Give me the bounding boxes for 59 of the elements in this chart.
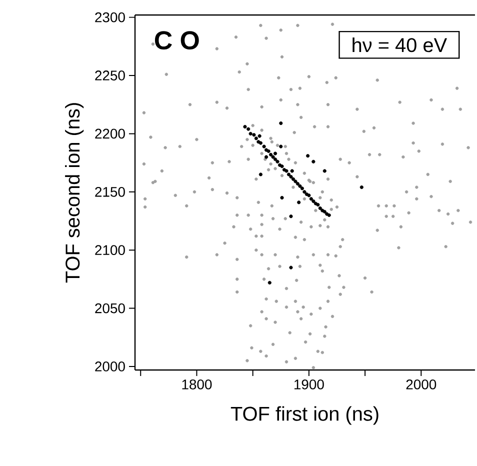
y-tick-label: 2000 <box>95 362 125 372</box>
x-tick-label: 2000 <box>406 379 436 390</box>
x-tick-label: 1800 <box>182 379 212 390</box>
point <box>258 172 262 176</box>
point <box>360 185 364 190</box>
point <box>271 155 275 159</box>
x-tick-label: 1900 <box>294 379 324 390</box>
point <box>252 133 256 137</box>
point <box>262 144 266 148</box>
point <box>312 199 316 204</box>
point <box>297 200 301 204</box>
point <box>279 121 283 126</box>
annotation: C O <box>154 31 199 50</box>
point <box>258 141 262 145</box>
point <box>294 180 298 184</box>
y-tick-label: 2250 <box>95 70 125 80</box>
point <box>289 214 293 218</box>
point <box>273 152 278 156</box>
point <box>248 132 252 136</box>
x-axis-title: TOF first ion (ns) <box>230 406 378 425</box>
y-tick-label: 2300 <box>95 12 125 22</box>
point <box>309 197 313 201</box>
y-axis-title: TOF second ion (ns) <box>65 103 84 283</box>
point <box>289 174 293 179</box>
point <box>268 152 273 156</box>
point <box>327 213 331 217</box>
point <box>280 196 284 200</box>
point <box>264 155 268 159</box>
point <box>273 158 278 162</box>
point <box>322 210 326 214</box>
annotation: hν = 40 eV <box>352 38 447 52</box>
point <box>322 169 326 173</box>
point <box>284 169 288 173</box>
point <box>307 194 311 198</box>
point <box>246 127 250 131</box>
point <box>291 177 296 181</box>
point <box>300 186 304 190</box>
point <box>298 184 302 188</box>
point <box>276 160 280 164</box>
point <box>254 136 258 140</box>
y-tick-label: 2050 <box>95 303 125 314</box>
point <box>286 172 291 176</box>
point <box>318 206 322 210</box>
point <box>266 149 270 153</box>
point <box>279 144 283 148</box>
point <box>258 134 262 138</box>
point <box>302 190 306 194</box>
point <box>289 266 293 270</box>
point <box>306 154 310 158</box>
y-tick-label: 2100 <box>95 245 125 256</box>
y-tick-label: 2200 <box>95 128 125 139</box>
point <box>268 280 272 284</box>
point <box>243 124 247 129</box>
point <box>290 169 294 173</box>
point <box>312 160 316 164</box>
point <box>316 202 320 207</box>
point <box>280 164 284 168</box>
y-tick-label: 2150 <box>95 186 125 197</box>
point <box>296 182 300 186</box>
